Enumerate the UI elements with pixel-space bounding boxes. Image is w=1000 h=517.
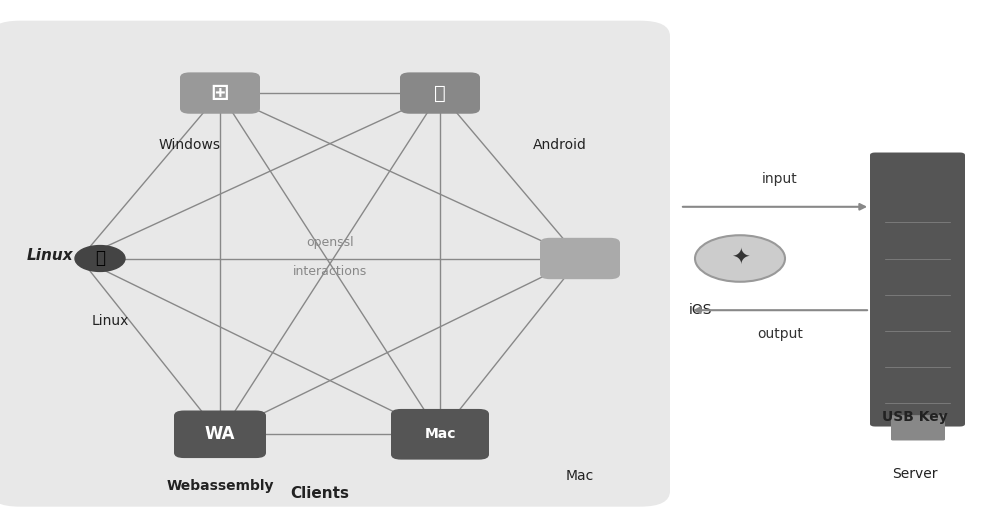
FancyBboxPatch shape	[174, 410, 266, 458]
Text: Windows: Windows	[159, 138, 221, 152]
FancyBboxPatch shape	[391, 409, 489, 460]
FancyBboxPatch shape	[0, 21, 670, 507]
Text: Linux: Linux	[27, 248, 73, 264]
FancyBboxPatch shape	[540, 238, 620, 279]
Text: input: input	[762, 172, 798, 186]
Text: Android: Android	[533, 138, 587, 152]
FancyBboxPatch shape	[870, 153, 965, 427]
Text: iOS: iOS	[688, 303, 712, 317]
Text: ⊞: ⊞	[211, 83, 229, 103]
Text: 🐧: 🐧	[95, 250, 105, 267]
FancyBboxPatch shape	[891, 415, 945, 440]
Text: ✦: ✦	[731, 249, 749, 268]
Circle shape	[75, 246, 125, 271]
Text: Webassembly: Webassembly	[166, 479, 274, 493]
Text: Mac: Mac	[566, 468, 594, 483]
Circle shape	[695, 235, 785, 282]
Text: Mac: Mac	[424, 427, 456, 442]
Text: openssl: openssl	[306, 236, 354, 250]
Text: output: output	[757, 327, 803, 341]
Text: Linux: Linux	[91, 313, 129, 328]
Text: 🤖: 🤖	[434, 84, 446, 102]
Text: Clients: Clients	[290, 486, 350, 501]
Text: WA: WA	[205, 425, 235, 443]
FancyBboxPatch shape	[180, 72, 260, 114]
Text: USB Key: USB Key	[882, 410, 948, 424]
Text: interactions: interactions	[293, 265, 367, 278]
Text: Server: Server	[892, 467, 938, 481]
FancyBboxPatch shape	[400, 72, 480, 114]
